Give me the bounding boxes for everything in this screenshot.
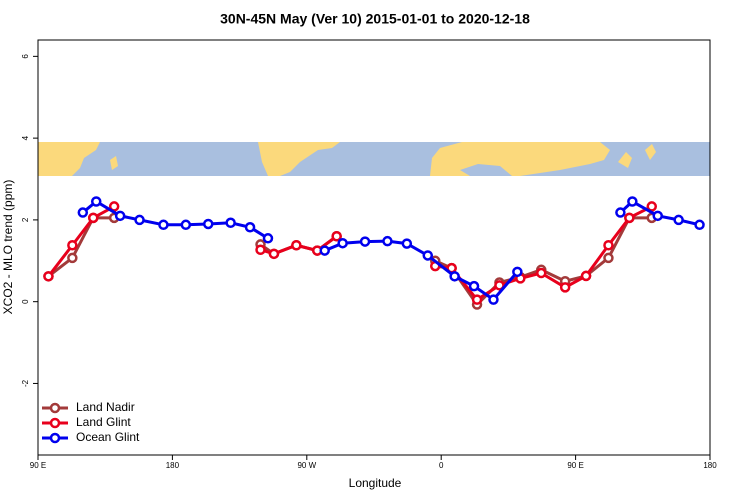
y-tick-label: -2 [21, 379, 30, 387]
y-tick-label: 4 [21, 135, 30, 140]
x-tick-label: 180 [703, 461, 717, 470]
data-point [90, 196, 102, 207]
data-point [158, 219, 169, 231]
data-point [268, 248, 280, 260]
legend-label: Ocean Glint [76, 430, 140, 444]
plot-frame [37, 39, 711, 456]
data-point [652, 210, 663, 222]
x-tick-label: 90 E [30, 461, 46, 470]
data-point [468, 280, 480, 292]
legend-label: Land Glint [76, 415, 131, 429]
data-point [615, 207, 626, 218]
data-point [108, 201, 120, 212]
data-point [114, 210, 126, 222]
y-axis-label: XCO2 - MLO trend (ppm) [1, 180, 15, 315]
data-point [43, 271, 54, 282]
data-point [673, 214, 684, 226]
legend-marker [49, 432, 61, 444]
data-point [401, 238, 413, 249]
data-point [580, 270, 592, 282]
data-point [319, 245, 330, 256]
data-point [67, 240, 78, 251]
data-point [382, 235, 393, 247]
x-tick-label: 180 [166, 461, 180, 470]
data-point [77, 207, 89, 218]
data-point [646, 201, 658, 212]
data-point [331, 231, 342, 242]
data-point [337, 237, 348, 249]
data-point [488, 294, 499, 305]
map-band [38, 142, 710, 176]
legend-marker [49, 417, 61, 429]
data-point [624, 212, 635, 224]
data-point [559, 282, 571, 293]
data-point [67, 252, 78, 264]
data-point [603, 252, 614, 264]
data-point [291, 240, 302, 251]
data-point [449, 271, 460, 282]
data-point [180, 219, 192, 231]
data-point [134, 214, 145, 226]
data-point [494, 280, 505, 291]
y-tick-label: 2 [21, 217, 30, 222]
data-point [244, 222, 256, 233]
data-point [694, 219, 705, 231]
legend-label: Land Nadir [76, 400, 135, 414]
series-line [81, 199, 700, 302]
x-tick-label: 90 E [567, 461, 583, 470]
data-point [536, 267, 547, 279]
data-point [225, 217, 236, 229]
x-tick-label: 90 W [297, 461, 316, 470]
x-tick-label: 0 [439, 461, 444, 470]
chart-title: 30N-45N May (Ver 10) 2015-01-01 to 2020-… [220, 11, 530, 27]
data-point [471, 294, 483, 305]
y-tick-label: 0 [21, 299, 30, 304]
data-point [88, 212, 99, 224]
data-point [262, 233, 274, 244]
x-axis-label: Longitude [349, 476, 402, 490]
data-point [255, 244, 266, 255]
data-point [422, 250, 434, 261]
data-point [202, 218, 214, 230]
y-tick-label: 6 [21, 54, 30, 59]
data-point [512, 266, 523, 278]
legend-marker [49, 402, 61, 414]
data-point [359, 236, 371, 247]
series-line [47, 216, 652, 307]
data-point [627, 196, 638, 207]
data-point [603, 240, 614, 251]
